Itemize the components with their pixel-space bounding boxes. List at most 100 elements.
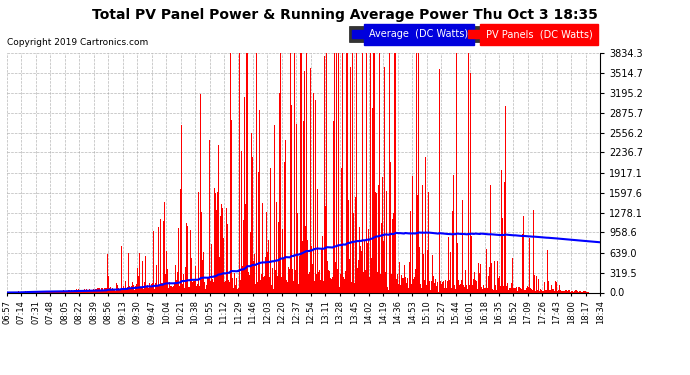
Bar [419, 247, 420, 292]
Bar [144, 282, 145, 292]
Bar [339, 287, 340, 292]
Bar [502, 218, 503, 292]
Bar [57, 291, 58, 292]
Bar [33, 291, 34, 292]
Bar [431, 281, 432, 292]
Text: Copyright 2019 Cartronics.com: Copyright 2019 Cartronics.com [7, 38, 148, 47]
Bar [37, 291, 38, 292]
Bar [200, 94, 201, 292]
Bar [580, 291, 581, 292]
Bar [298, 284, 299, 292]
Bar [192, 258, 193, 292]
Bar [503, 286, 504, 292]
Bar [427, 250, 428, 292]
Bar [508, 290, 509, 292]
Bar [513, 288, 514, 292]
Bar [248, 273, 250, 292]
Bar [320, 280, 321, 292]
Bar [285, 140, 286, 292]
Bar [234, 273, 235, 292]
Bar [233, 288, 234, 292]
Bar [111, 291, 112, 292]
Bar [469, 285, 471, 292]
Bar [507, 283, 508, 292]
Bar [415, 53, 417, 292]
Bar [523, 216, 524, 292]
Bar [208, 285, 209, 292]
Bar [252, 156, 253, 292]
Bar [303, 121, 304, 292]
Bar [58, 291, 59, 292]
Bar [281, 277, 282, 292]
Bar [514, 288, 515, 292]
Bar [321, 248, 322, 292]
Bar [184, 288, 185, 292]
Bar [305, 226, 306, 292]
Bar [154, 289, 155, 292]
Bar [210, 281, 211, 292]
Bar [186, 223, 187, 292]
Bar [211, 244, 212, 292]
Bar [435, 279, 436, 292]
Bar [344, 279, 345, 292]
Bar [85, 290, 86, 292]
Bar [449, 280, 450, 292]
Bar [254, 254, 255, 292]
Bar [522, 234, 523, 292]
Bar [309, 272, 310, 292]
Bar [578, 291, 580, 292]
Bar [363, 272, 364, 292]
Bar [294, 53, 295, 292]
Bar [479, 273, 480, 292]
Bar [136, 284, 137, 292]
Bar [542, 291, 543, 292]
Bar [98, 288, 99, 292]
Bar [509, 288, 511, 292]
Bar [193, 281, 194, 292]
Bar [244, 98, 245, 292]
Bar [74, 290, 75, 292]
Bar [240, 280, 241, 292]
Bar [574, 291, 575, 292]
Bar [497, 290, 498, 292]
Bar [178, 228, 179, 292]
Bar [433, 282, 435, 292]
Bar [333, 121, 334, 292]
Bar [177, 272, 178, 292]
Bar [68, 290, 69, 292]
Bar [75, 290, 77, 292]
Bar [245, 204, 246, 292]
Bar [489, 267, 490, 292]
Bar [442, 282, 443, 292]
Bar [443, 281, 444, 292]
Bar [458, 280, 460, 292]
Bar [461, 280, 462, 292]
Bar [385, 272, 386, 292]
Bar [465, 270, 466, 292]
Bar [398, 284, 399, 292]
Bar [540, 289, 541, 292]
Bar [256, 53, 257, 292]
Bar [428, 287, 429, 292]
Bar [170, 286, 171, 292]
Bar [64, 291, 66, 292]
Bar [327, 261, 328, 292]
Bar [444, 280, 446, 292]
Bar [342, 53, 343, 292]
Bar [407, 278, 408, 292]
Bar [322, 236, 323, 292]
Bar [506, 286, 507, 292]
Bar [197, 284, 198, 292]
Bar [96, 289, 97, 292]
Bar [213, 282, 214, 292]
Bar [81, 290, 82, 292]
Bar [51, 291, 52, 292]
Bar [218, 145, 219, 292]
Bar [437, 282, 438, 292]
Bar [543, 291, 544, 292]
Bar [505, 106, 506, 292]
Bar [216, 210, 217, 292]
Bar [78, 290, 79, 292]
Bar [357, 260, 359, 292]
Bar [544, 282, 545, 292]
